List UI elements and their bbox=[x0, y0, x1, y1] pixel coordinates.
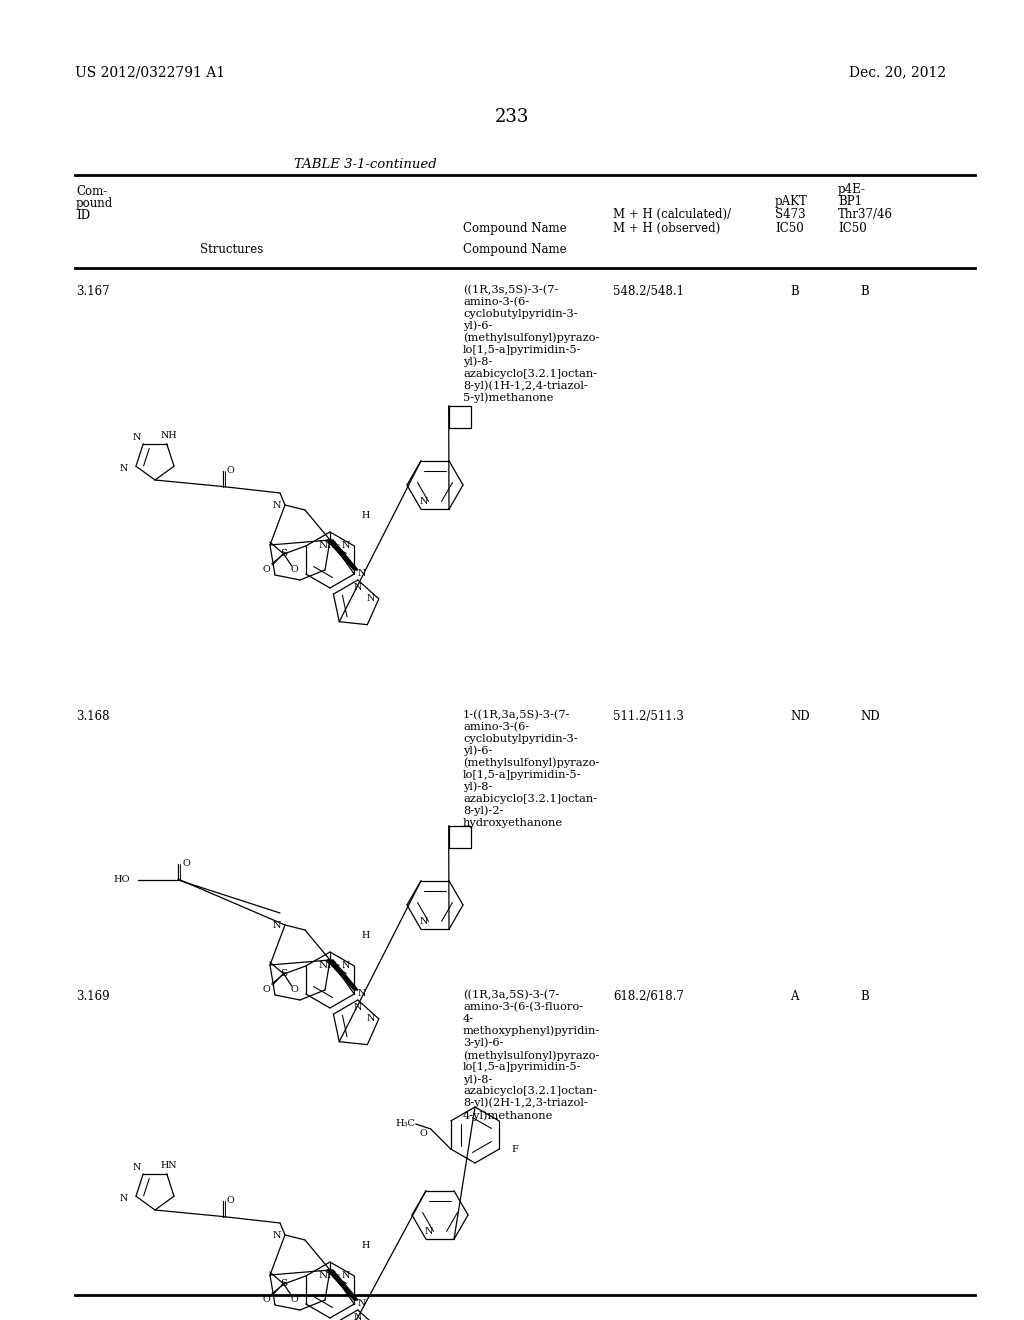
Text: N: N bbox=[342, 541, 350, 550]
Text: N: N bbox=[353, 1003, 362, 1012]
Text: Structures: Structures bbox=[200, 243, 263, 256]
Text: N: N bbox=[353, 583, 362, 593]
Text: 548.2/548.1: 548.2/548.1 bbox=[613, 285, 684, 298]
Text: pAKT: pAKT bbox=[775, 195, 808, 209]
Text: BP1: BP1 bbox=[838, 195, 862, 209]
Text: N: N bbox=[342, 961, 350, 970]
Text: ND: ND bbox=[790, 710, 810, 723]
Text: Thr37/46: Thr37/46 bbox=[838, 209, 893, 220]
Text: N: N bbox=[133, 1163, 141, 1172]
Text: S: S bbox=[281, 1279, 288, 1288]
Text: 233: 233 bbox=[495, 108, 529, 125]
Text: IC50: IC50 bbox=[775, 222, 804, 235]
Text: 3.169: 3.169 bbox=[76, 990, 110, 1003]
Text: NH: NH bbox=[161, 432, 177, 441]
Text: S473: S473 bbox=[775, 209, 806, 220]
Text: N: N bbox=[272, 500, 282, 510]
Text: N: N bbox=[120, 1193, 128, 1203]
Text: 511.2/511.3: 511.2/511.3 bbox=[613, 710, 684, 723]
Text: O: O bbox=[291, 565, 299, 573]
Text: N: N bbox=[367, 594, 375, 603]
Text: N: N bbox=[367, 1014, 375, 1023]
Text: N: N bbox=[120, 463, 128, 473]
Text: S: S bbox=[281, 549, 288, 558]
Text: F: F bbox=[511, 1144, 518, 1154]
Text: NH₂: NH₂ bbox=[318, 961, 341, 970]
Text: N: N bbox=[342, 1271, 350, 1280]
Text: 618.2/618.7: 618.2/618.7 bbox=[613, 990, 684, 1003]
Polygon shape bbox=[327, 540, 358, 570]
Text: p4E-: p4E- bbox=[838, 183, 866, 195]
Text: N: N bbox=[358, 1299, 367, 1308]
Text: O: O bbox=[263, 565, 270, 573]
Text: 1-((1R,3a,5S)-3-(7-
amino-3-(6-
cyclobutylpyridin-3-
yl)-6-
(methylsulfonyl)pyra: 1-((1R,3a,5S)-3-(7- amino-3-(6- cyclobut… bbox=[463, 710, 599, 828]
Text: Compound Name: Compound Name bbox=[463, 243, 566, 256]
Text: N: N bbox=[420, 917, 428, 925]
Text: O: O bbox=[263, 985, 270, 994]
Text: 3.167: 3.167 bbox=[76, 285, 110, 298]
Text: O: O bbox=[226, 466, 234, 475]
Text: H: H bbox=[362, 511, 371, 520]
Text: M + H (observed): M + H (observed) bbox=[613, 222, 720, 235]
Text: H₃C: H₃C bbox=[396, 1119, 416, 1129]
Text: M + H (calculated)/: M + H (calculated)/ bbox=[613, 209, 731, 220]
Text: O: O bbox=[263, 1295, 270, 1304]
Text: N: N bbox=[358, 990, 367, 998]
Text: N: N bbox=[272, 1230, 282, 1239]
Text: H: H bbox=[362, 931, 371, 940]
Text: Compound Name: Compound Name bbox=[463, 222, 566, 235]
Text: HO: HO bbox=[114, 875, 130, 884]
Text: NH₂: NH₂ bbox=[318, 541, 341, 550]
Text: O: O bbox=[291, 1295, 299, 1304]
Text: US 2012/0322791 A1: US 2012/0322791 A1 bbox=[75, 65, 225, 79]
Text: ((1R,3s,5S)-3-(7-
amino-3-(6-
cyclobutylpyridin-3-
yl)-6-
(methylsulfonyl)pyrazo: ((1R,3s,5S)-3-(7- amino-3-(6- cyclobutyl… bbox=[463, 285, 599, 404]
Text: TABLE 3-1-continued: TABLE 3-1-continued bbox=[294, 158, 436, 172]
Text: NH₂: NH₂ bbox=[318, 1271, 341, 1280]
Text: IC50: IC50 bbox=[838, 222, 866, 235]
Text: Dec. 20, 2012: Dec. 20, 2012 bbox=[849, 65, 946, 79]
Text: O: O bbox=[182, 859, 189, 869]
Text: N: N bbox=[353, 1313, 362, 1320]
Text: S: S bbox=[281, 969, 288, 978]
Text: HN: HN bbox=[161, 1162, 177, 1171]
Text: N: N bbox=[420, 496, 428, 506]
Polygon shape bbox=[327, 960, 358, 990]
Text: B: B bbox=[790, 285, 799, 298]
Text: H: H bbox=[362, 1241, 371, 1250]
Text: N: N bbox=[272, 920, 282, 929]
Text: ID: ID bbox=[76, 209, 90, 222]
Text: O: O bbox=[291, 985, 299, 994]
Text: B: B bbox=[860, 990, 868, 1003]
Text: B: B bbox=[860, 285, 868, 298]
Text: O: O bbox=[420, 1130, 428, 1138]
Text: A: A bbox=[790, 990, 799, 1003]
Text: pound: pound bbox=[76, 197, 114, 210]
Text: 3.168: 3.168 bbox=[76, 710, 110, 723]
Text: ((1R,3a,5S)-3-(7-
amino-3-(6-(3-fluoro-
4-
methoxyphenyl)pyridin-
3-yl)-6-
(meth: ((1R,3a,5S)-3-(7- amino-3-(6-(3-fluoro- … bbox=[463, 990, 600, 1121]
Text: Com-: Com- bbox=[76, 185, 108, 198]
Text: N: N bbox=[358, 569, 367, 578]
Text: ND: ND bbox=[860, 710, 880, 723]
Text: N: N bbox=[133, 433, 141, 442]
Polygon shape bbox=[327, 1270, 358, 1300]
Text: O: O bbox=[226, 1196, 234, 1205]
Text: N: N bbox=[425, 1226, 433, 1236]
